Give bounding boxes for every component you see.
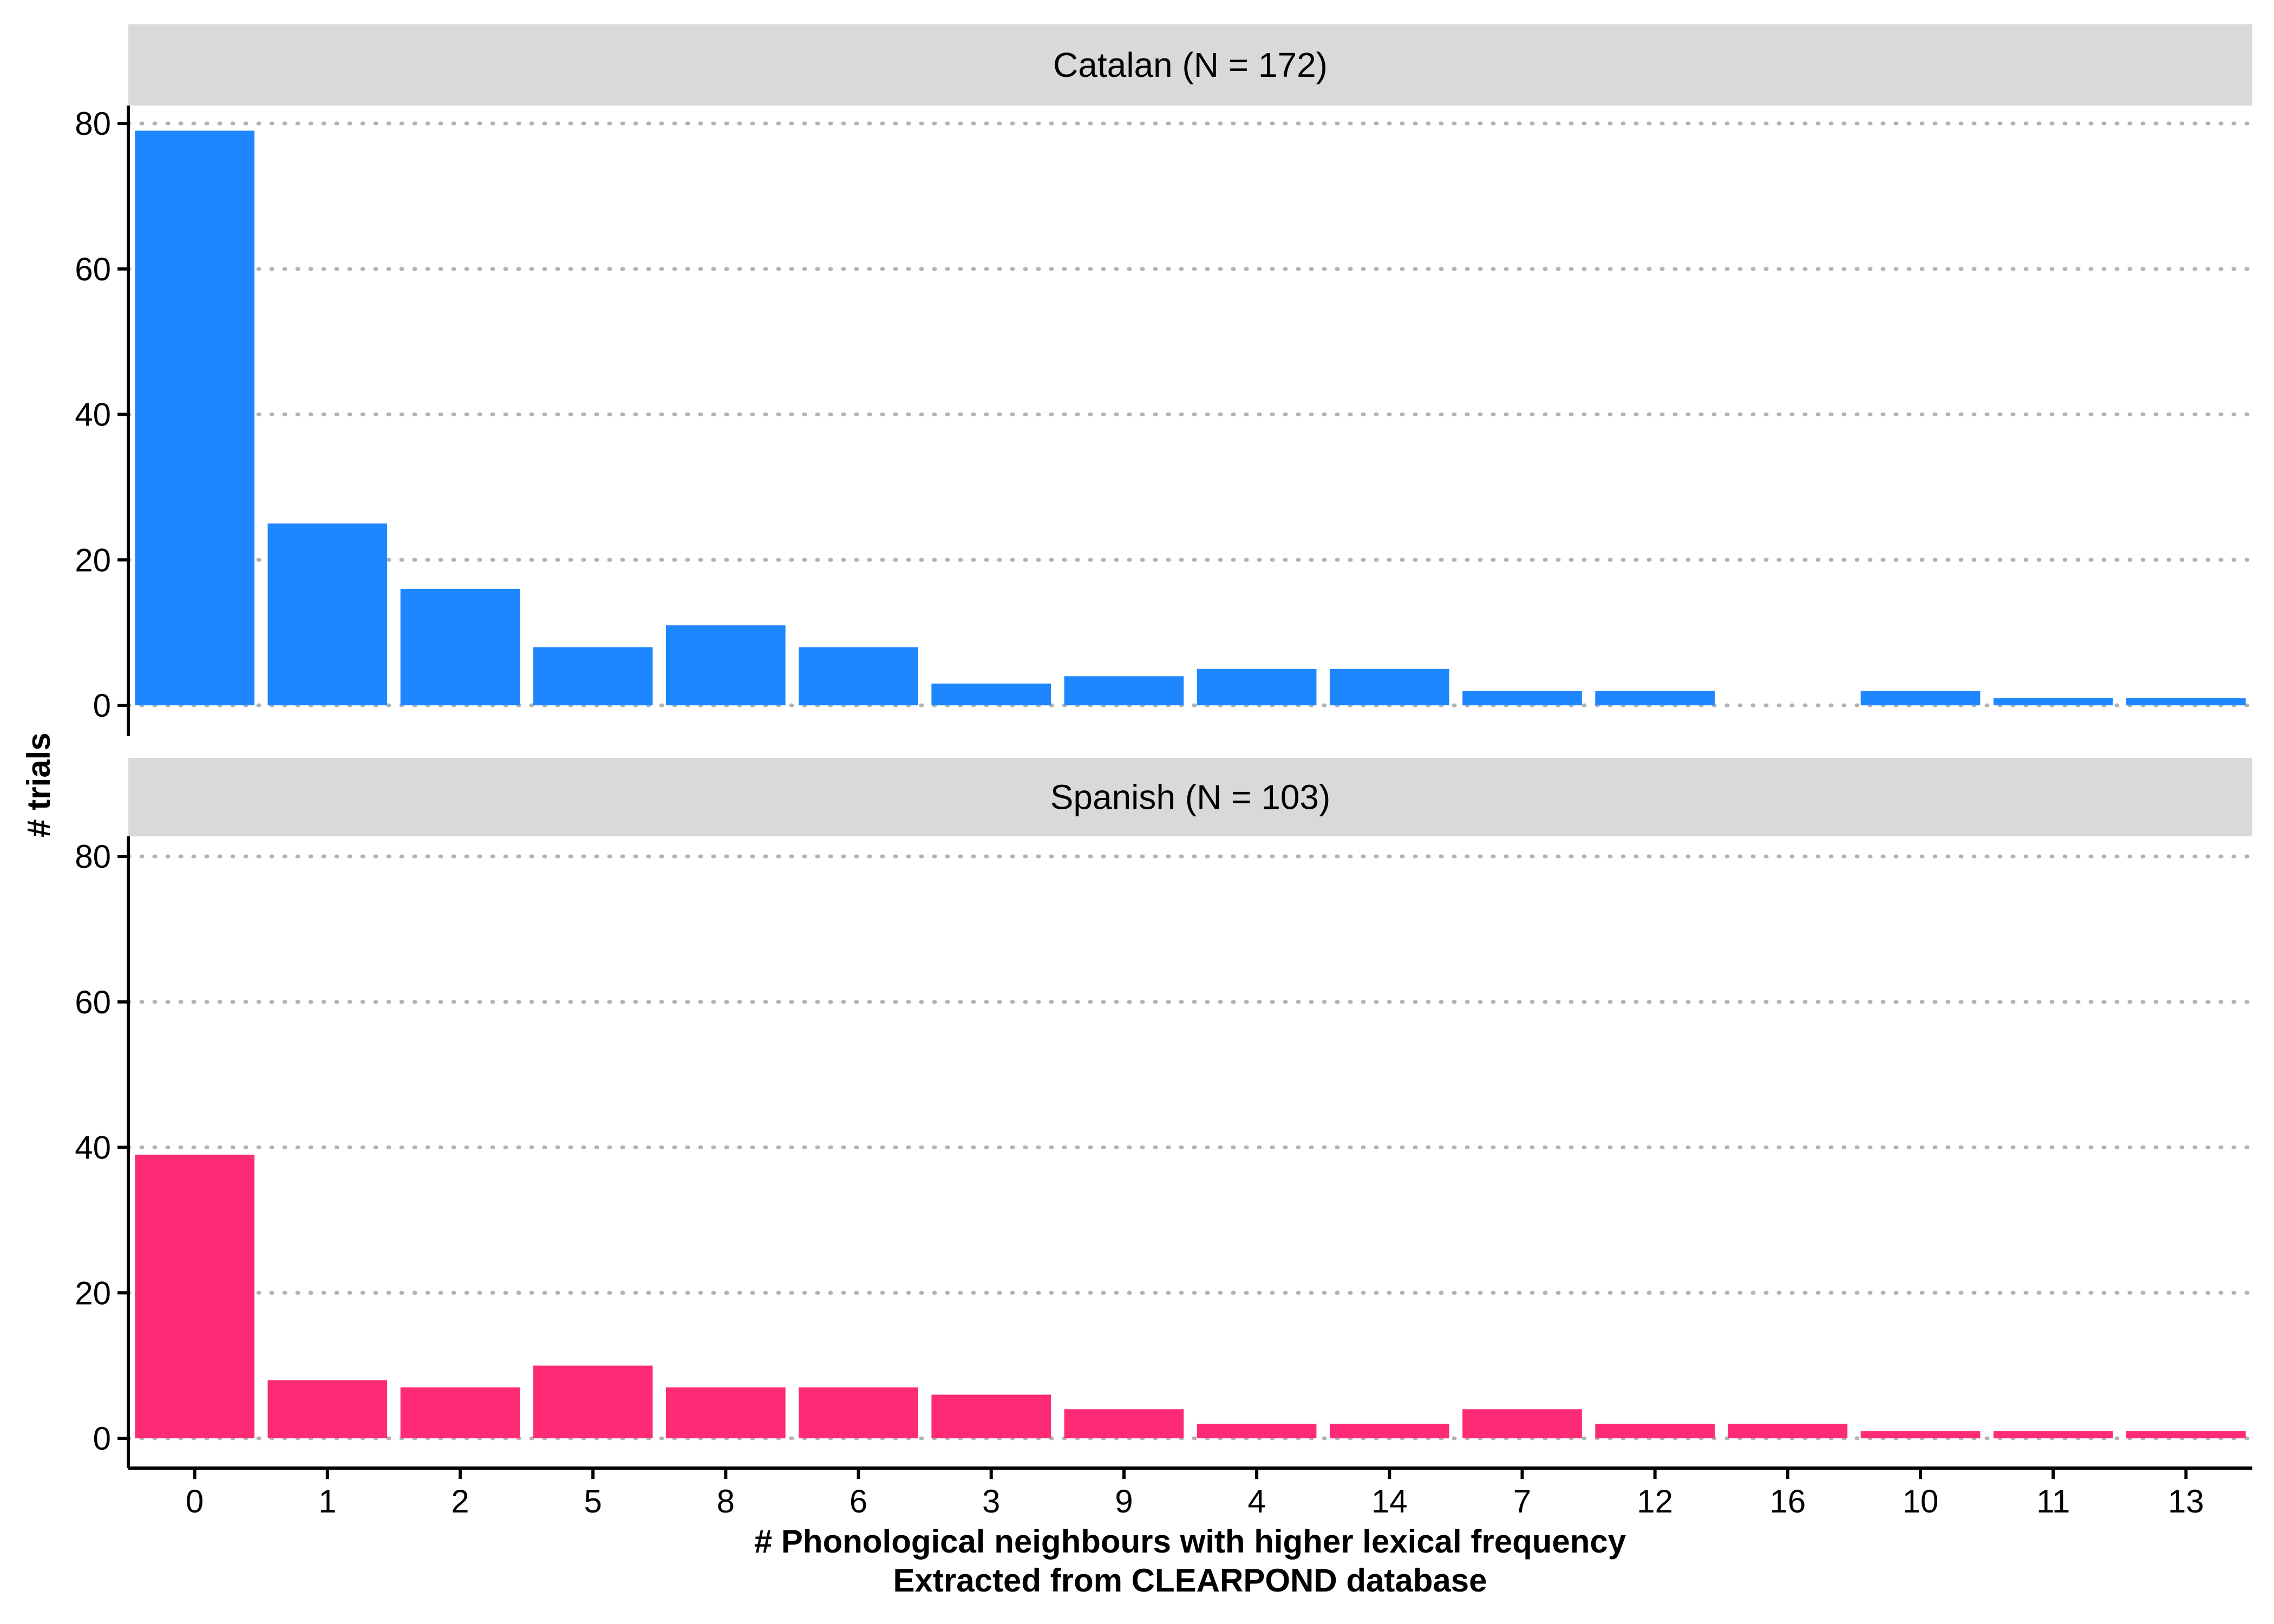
- bar-3: [931, 683, 1051, 705]
- bar-10: [1860, 1431, 1981, 1438]
- bar-1: [267, 1380, 388, 1438]
- x-tick-label: 5: [584, 1483, 602, 1520]
- bar-4: [1197, 1424, 1317, 1438]
- y-tick-label: 20: [75, 1275, 111, 1311]
- x-tick-label: 10: [1903, 1483, 1939, 1520]
- y-axis-title: # trials: [21, 732, 57, 837]
- y-tick-label: 40: [75, 1130, 111, 1166]
- bar-12: [1595, 691, 1715, 705]
- bar-5: [533, 647, 653, 705]
- bar-11: [1993, 1431, 2113, 1438]
- bar-0: [135, 130, 254, 705]
- panel-1: Spanish (N = 103) 0 20 40 60 80: [75, 758, 2255, 1468]
- x-tick-label: 7: [1513, 1483, 1531, 1520]
- facet-strip-label: Catalan (N = 172): [1053, 45, 1328, 84]
- x-tick-label: 9: [1115, 1483, 1133, 1520]
- x-tick-label: 3: [982, 1483, 1000, 1520]
- bar-5: [533, 1365, 653, 1438]
- bar-3: [931, 1394, 1051, 1438]
- facet-strip: [128, 758, 2252, 836]
- bar-12: [1595, 1424, 1715, 1438]
- x-axis-title-line2: Extracted from CLEARPOND database: [893, 1562, 1487, 1599]
- x-tick-label: 0: [186, 1483, 204, 1520]
- x-tick-label: 6: [850, 1483, 867, 1520]
- bar-7: [1462, 691, 1582, 705]
- bar-13: [2126, 698, 2246, 705]
- x-tick-label: 11: [2036, 1483, 2070, 1520]
- bar-9: [1064, 676, 1184, 705]
- bar-6: [799, 647, 918, 705]
- x-tick-label: 12: [1637, 1483, 1673, 1520]
- bar-2: [400, 589, 520, 705]
- bar-14: [1329, 669, 1449, 705]
- bar-7: [1462, 1409, 1582, 1438]
- bar-9: [1064, 1409, 1184, 1438]
- x-tick-label: 14: [1371, 1483, 1408, 1520]
- x-tick-label: 8: [717, 1483, 735, 1520]
- y-tick-label: 20: [75, 542, 111, 578]
- bar-2: [400, 1387, 520, 1438]
- facet-strip: [128, 24, 2252, 106]
- x-tick-label: 13: [2168, 1483, 2204, 1520]
- bar-14: [1329, 1424, 1449, 1438]
- y-tick-label: 40: [75, 397, 111, 433]
- panel-0: Catalan (N = 172) 0 20 40 60 80: [75, 24, 2255, 736]
- bar-4: [1197, 669, 1317, 705]
- bar-16: [1728, 1424, 1848, 1438]
- bar-0: [135, 1154, 254, 1438]
- x-tick-label: 1: [318, 1483, 336, 1520]
- bar-11: [1993, 698, 2113, 705]
- bar-13: [2126, 1431, 2246, 1438]
- facet-strip-label: Spanish (N = 103): [1050, 778, 1331, 817]
- y-tick-label: 80: [75, 839, 111, 875]
- bar-10: [1860, 691, 1981, 705]
- y-tick-label: 0: [93, 1420, 111, 1457]
- bar-6: [799, 1387, 918, 1438]
- x-tick-label: 2: [451, 1483, 469, 1520]
- x-axis-title-line1: # Phonological neighbours with higher le…: [754, 1523, 1626, 1560]
- y-tick-label: 80: [75, 106, 111, 142]
- y-tick-label: 60: [75, 251, 111, 287]
- bar-8: [666, 625, 786, 705]
- x-tick-label: 16: [1769, 1483, 1806, 1520]
- y-tick-label: 60: [75, 984, 111, 1020]
- bar-1: [267, 523, 388, 705]
- y-tick-label: 0: [93, 687, 111, 724]
- bar-8: [666, 1387, 786, 1438]
- x-tick-label: 4: [1247, 1483, 1265, 1520]
